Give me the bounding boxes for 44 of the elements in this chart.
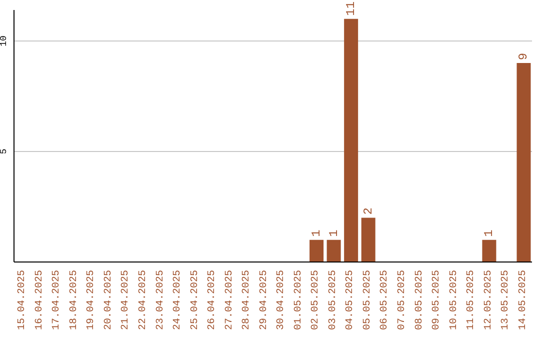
data-label: 11 bbox=[344, 1, 358, 16]
bar bbox=[516, 63, 531, 262]
x-tick-label: 23.04.2025 bbox=[155, 270, 166, 330]
bar bbox=[361, 218, 376, 262]
x-tick-label: 25.04.2025 bbox=[190, 270, 201, 330]
bar bbox=[326, 240, 341, 262]
x-tick-label: 02.05.2025 bbox=[310, 270, 322, 330]
x-tick-label: 28.04.2025 bbox=[242, 270, 253, 330]
x-tick-label: 12.05.2025 bbox=[483, 270, 494, 330]
x-tick-label: 13.05.2025 bbox=[500, 270, 512, 330]
data-label: 2 bbox=[361, 208, 376, 215]
data-label: 9 bbox=[516, 52, 531, 60]
x-tick-label: 01.05.2025 bbox=[293, 270, 304, 330]
data-label: 1 bbox=[482, 230, 496, 237]
bar bbox=[310, 240, 324, 262]
y-tick-label: 10 bbox=[0, 36, 9, 46]
x-tick-label: 20.04.2025 bbox=[103, 270, 114, 330]
y-tick-label: 5 bbox=[0, 148, 9, 154]
x-tick-label: 09.05.2025 bbox=[432, 270, 443, 330]
x-tick-label: 29.04.2025 bbox=[258, 270, 270, 330]
x-tick-label: 18.04.2025 bbox=[68, 270, 80, 330]
data-label: 1 bbox=[326, 230, 341, 237]
x-tick-label: 14.05.2025 bbox=[518, 270, 529, 330]
x-tick-label: 11.05.2025 bbox=[466, 270, 478, 330]
x-tick-label: 08.05.2025 bbox=[414, 270, 426, 330]
x-tick-label: 07.05.2025 bbox=[397, 270, 408, 330]
data-label: 1 bbox=[310, 230, 324, 237]
x-tick-label: 16.04.2025 bbox=[34, 270, 46, 330]
x-tick-label: 03.05.2025 bbox=[328, 270, 339, 330]
x-tick-label: 19.04.2025 bbox=[86, 270, 98, 330]
x-tick-label: 15.04.2025 bbox=[17, 270, 28, 330]
x-tick-label: 22.04.2025 bbox=[138, 270, 149, 330]
x-tick-label: 06.05.2025 bbox=[380, 270, 391, 330]
x-tick-label: 26.04.2025 bbox=[207, 270, 218, 330]
x-tick-label: 10.05.2025 bbox=[448, 270, 460, 330]
x-tick-label: 27.04.2025 bbox=[224, 270, 236, 330]
bar bbox=[482, 240, 496, 262]
x-tick-label: 24.04.2025 bbox=[172, 270, 184, 330]
x-tick-label: 04.05.2025 bbox=[345, 270, 356, 330]
x-tick-label: 21.04.2025 bbox=[120, 270, 132, 330]
x-tick-label: 05.05.2025 bbox=[362, 270, 374, 330]
bar bbox=[344, 18, 358, 262]
x-tick-label: 17.04.2025 bbox=[52, 270, 63, 330]
x-tick-label: 30.04.2025 bbox=[276, 270, 288, 330]
